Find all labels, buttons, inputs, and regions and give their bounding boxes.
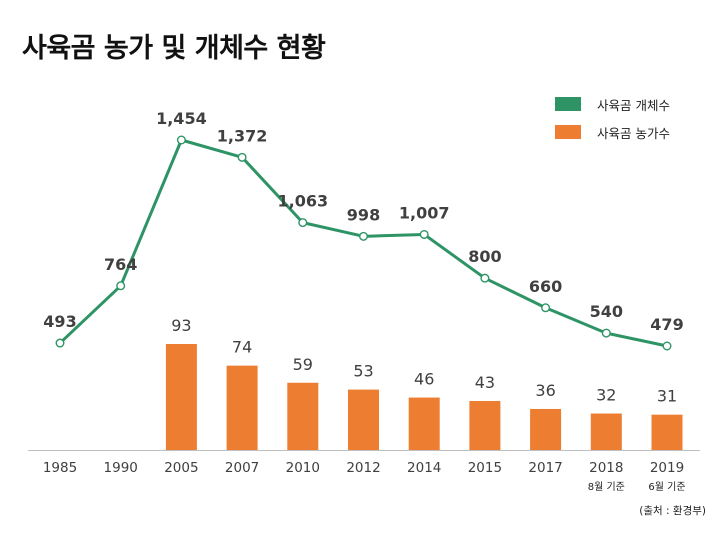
bar-label: 59: [293, 355, 313, 374]
line-label: 660: [529, 277, 562, 296]
x-tick-label: 1990: [104, 460, 138, 476]
legend-swatch-farms: [555, 125, 581, 139]
line-label: 1,007: [399, 203, 450, 222]
x-tick-label: 2018: [589, 460, 623, 476]
line-point-population: [480, 273, 490, 283]
line-label: 800: [468, 247, 501, 266]
line-label: 764: [104, 255, 137, 274]
line-point-population: [419, 229, 429, 239]
bar-farms: [590, 413, 622, 450]
bar-label: 43: [475, 373, 495, 392]
x-tick-note: 6월 기준: [648, 481, 685, 493]
x-tick-label: 1985: [43, 460, 77, 476]
bar-label: 74: [232, 338, 252, 357]
bar-label: 53: [353, 362, 373, 381]
bar-farms: [165, 344, 197, 450]
line-point-population: [237, 152, 247, 162]
x-tick-label: 2005: [164, 460, 198, 476]
x-tick-label: 2019: [650, 460, 684, 476]
line-point-population: [298, 218, 308, 228]
bar-label: 46: [414, 370, 434, 389]
line-point-population: [116, 281, 126, 291]
x-tick-label: 2017: [528, 460, 562, 476]
legend-swatch-population: [555, 97, 581, 111]
bar-farms: [651, 414, 683, 450]
line-label: 1,063: [277, 192, 328, 211]
x-tick-label: 2007: [225, 460, 259, 476]
legend-item-farms: 사육곰 농가수: [555, 121, 670, 143]
line-label: 998: [347, 205, 380, 224]
chart-title: 사육곰 농가 및 개체수 현황: [22, 33, 326, 64]
source-note: (출처 : 환경부): [639, 505, 706, 517]
line-point-population: [601, 328, 611, 338]
x-tick-label: 2015: [468, 460, 502, 476]
line-point-population: [359, 231, 369, 241]
bar-farms: [469, 400, 501, 450]
line-label: 1,372: [217, 126, 268, 145]
bar-farms: [408, 397, 440, 450]
line-point-population: [541, 303, 551, 313]
x-tick-label: 2014: [407, 460, 441, 476]
bar-farms: [530, 408, 562, 450]
bar-label: 31: [657, 387, 677, 406]
line-point-population: [662, 341, 672, 351]
series-line-population: [58, 138, 668, 348]
line-label: 479: [650, 315, 683, 334]
line-label: 493: [43, 312, 76, 331]
line-point-population: [176, 135, 186, 145]
legend: 사육곰 개체수 사육곰 농가수: [555, 93, 670, 149]
bar-farms: [226, 365, 258, 450]
x-tick-label: 2012: [346, 460, 380, 476]
x-tick-label: 2010: [286, 460, 320, 476]
bar-farms: [287, 382, 319, 450]
line-point-population: [55, 338, 65, 348]
bar-label: 93: [171, 316, 191, 335]
bar-farms: [348, 389, 379, 450]
legend-label-population: 사육곰 개체수: [597, 97, 670, 113]
line-label: 540: [590, 302, 623, 321]
line-label: 1,454: [156, 109, 207, 128]
legend-label-farms: 사육곰 농가수: [597, 125, 670, 141]
legend-item-population: 사육곰 개체수: [555, 93, 670, 115]
x-tick-note: 8월 기준: [588, 481, 625, 493]
bar-label: 32: [596, 386, 616, 405]
bar-label: 36: [535, 381, 555, 400]
